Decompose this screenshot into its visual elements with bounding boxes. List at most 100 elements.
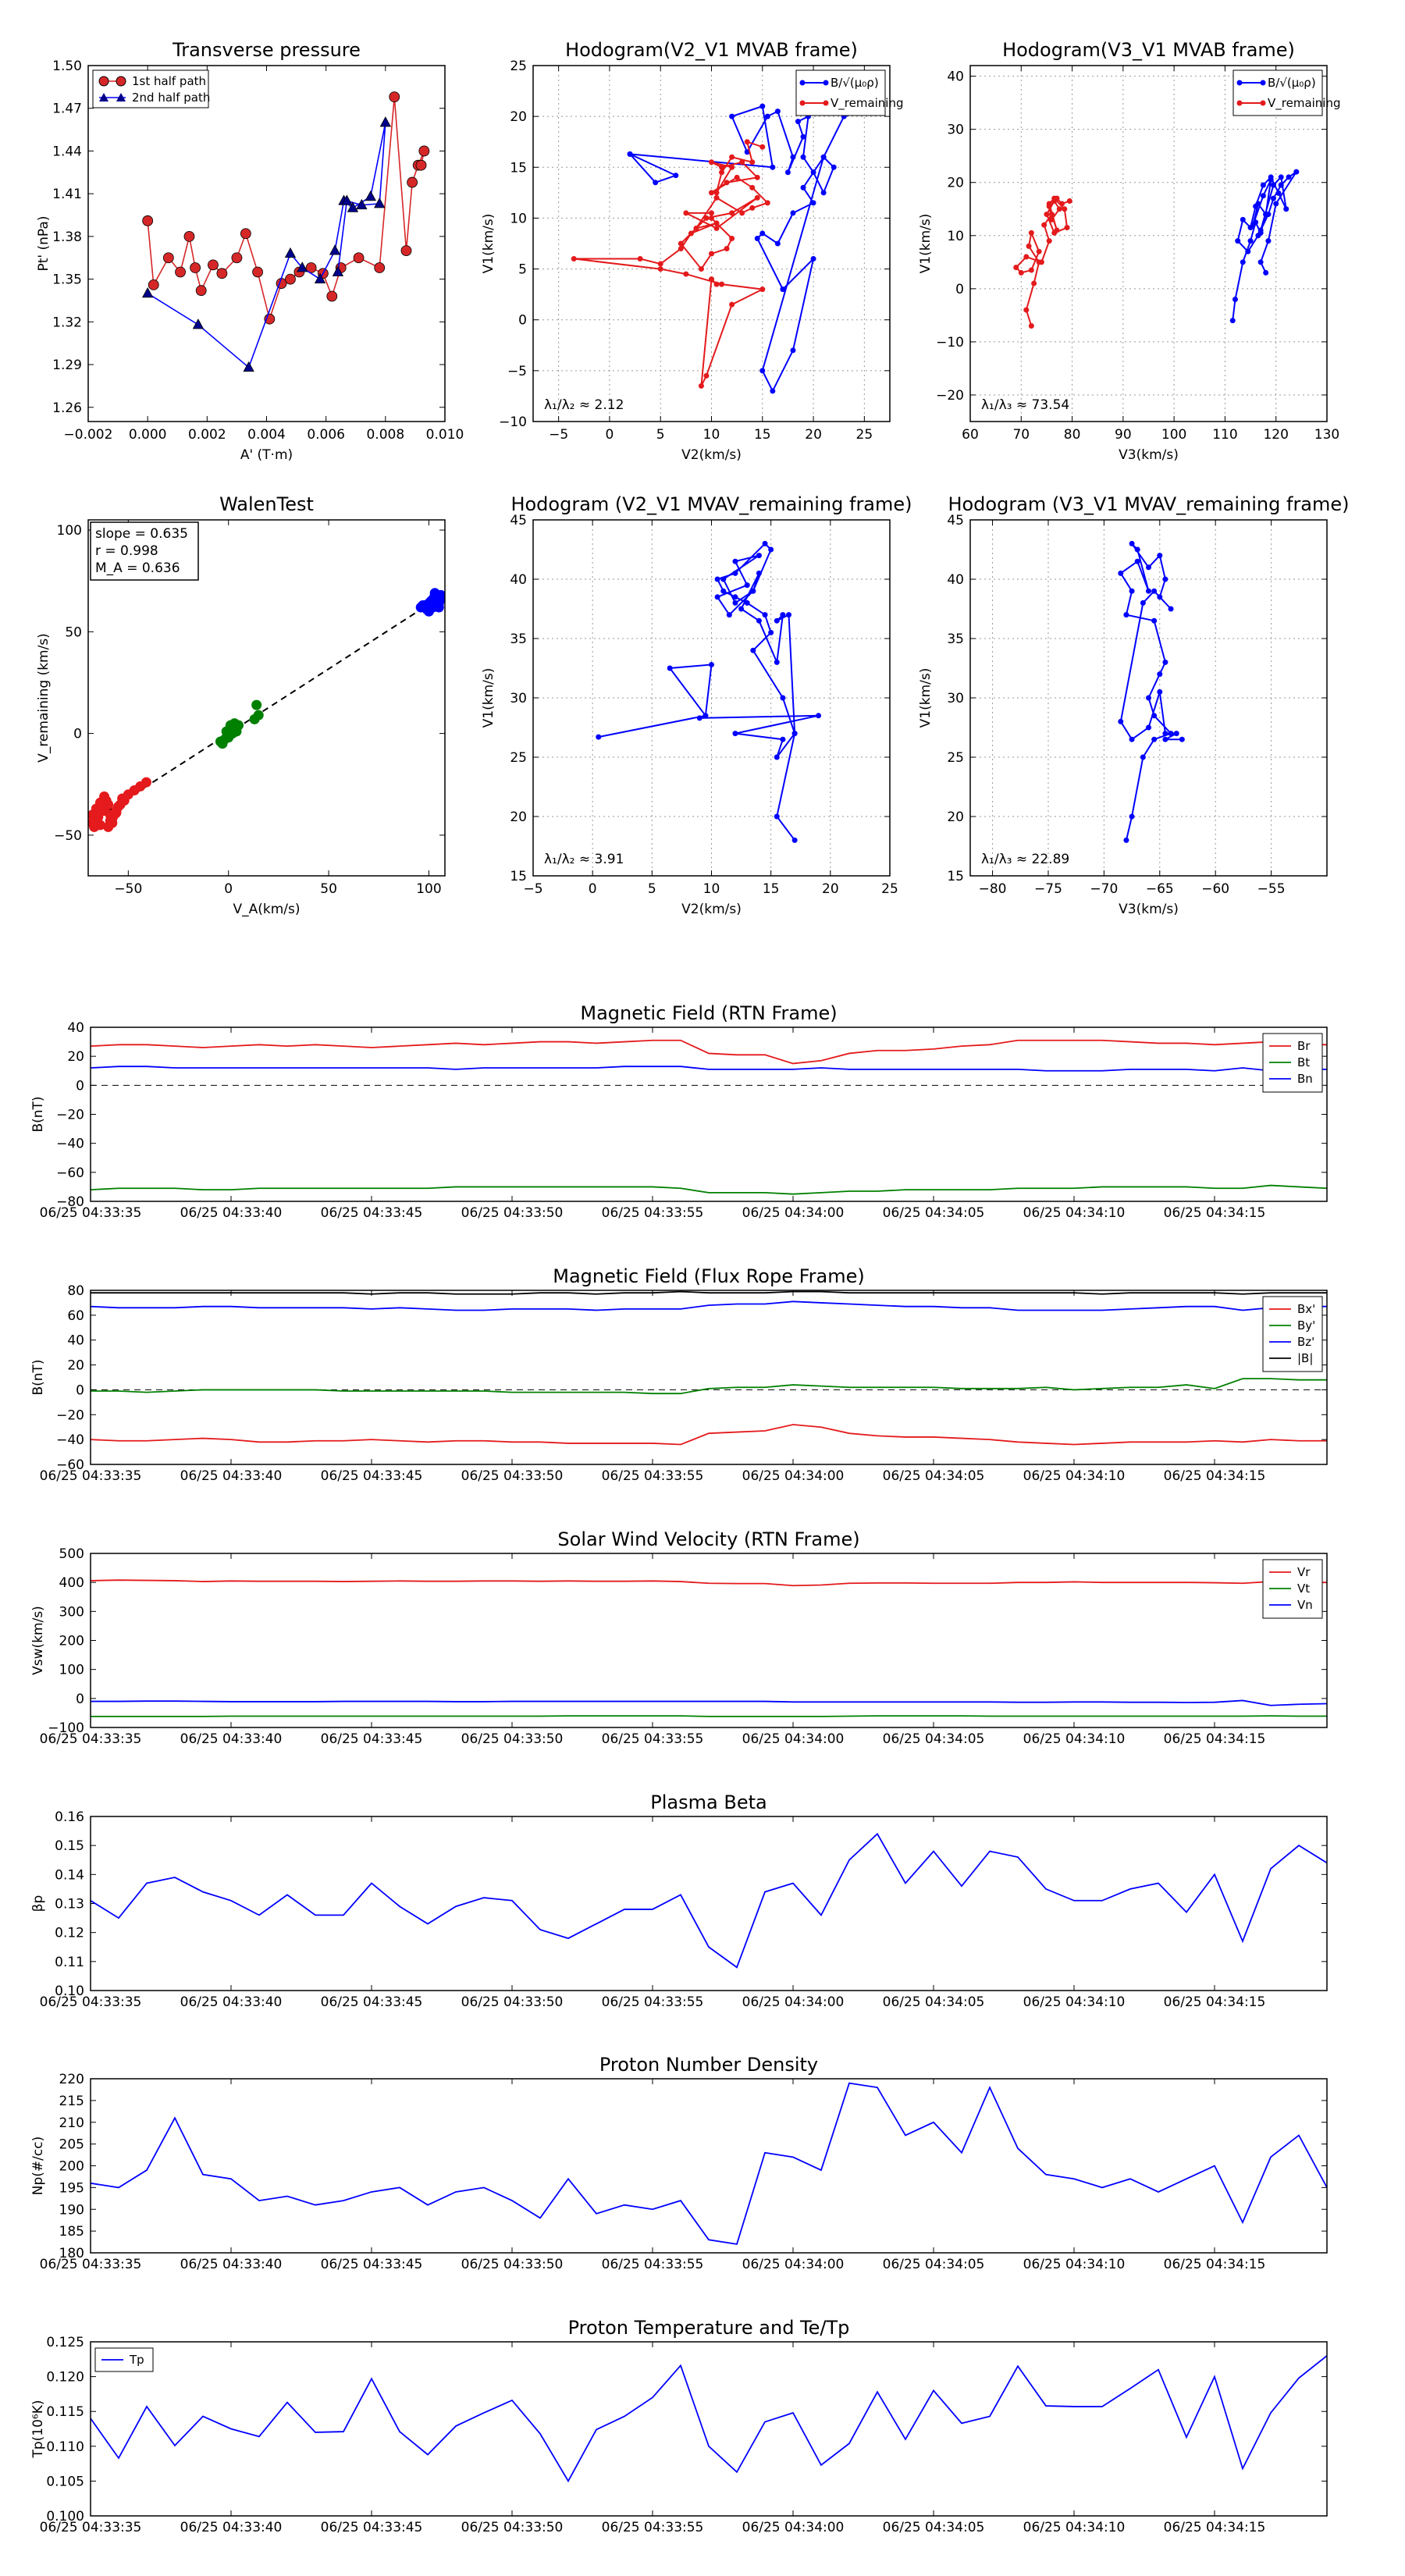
y-tick-label: 0.14 [55, 1867, 84, 1883]
data-point [208, 259, 219, 271]
y-tick-label: 180 [59, 2246, 84, 2261]
data-point [709, 251, 714, 257]
legend-label: Tp [129, 2353, 144, 2367]
x-axis-label: A' (T·m) [240, 447, 293, 463]
data-point [353, 252, 365, 264]
time-tick-label: 06/25 04:34:00 [742, 2257, 845, 2272]
x-tick-label: −65 [1146, 881, 1174, 897]
data-point [1268, 174, 1274, 180]
legend-box [1262, 1296, 1323, 1372]
legend-label: V_remaining [831, 96, 904, 111]
data-point [1245, 248, 1251, 254]
data-point [750, 647, 756, 653]
time-tick-label: 06/25 04:34:00 [742, 1731, 845, 1747]
data-point [714, 594, 720, 600]
data-point [729, 235, 735, 241]
data-point [774, 659, 780, 665]
x-tick-label: 60 [962, 427, 979, 443]
y-tick-label: −60 [56, 1165, 84, 1181]
data-point [1041, 222, 1048, 228]
data-point [749, 205, 756, 211]
data-point [1059, 201, 1065, 207]
time-tick-label: 06/25 04:34:15 [1164, 1468, 1266, 1484]
data-point [1157, 553, 1163, 559]
data-point [1031, 280, 1037, 286]
data-point [754, 194, 760, 201]
time-tick-label: 06/25 04:33:40 [180, 2257, 283, 2272]
legend-label: Vt [1297, 1582, 1310, 1596]
data-point [1056, 206, 1062, 212]
data-point [709, 159, 714, 165]
legend-label: B/√(μ₀ρ) [1268, 76, 1316, 90]
series-line-Bx' [91, 1424, 1327, 1446]
x-tick-label: 0.000 [129, 427, 167, 443]
data-point [103, 821, 114, 832]
time-tick-label: 06/25 04:33:45 [321, 2520, 423, 2535]
legend-label: Vr [1297, 1565, 1311, 1579]
data-point [216, 268, 228, 279]
y-axis-label: Vsw(km/s) [30, 1606, 46, 1675]
data-point [774, 813, 780, 820]
series-line [147, 122, 386, 369]
legend-marker [99, 93, 108, 101]
data-point [702, 713, 709, 719]
x-tick-label: 90 [1115, 427, 1132, 443]
data-point [1162, 731, 1168, 737]
data-point [374, 262, 386, 273]
data-point [786, 612, 792, 618]
data-point [297, 262, 308, 272]
plot-area [91, 1579, 1327, 1717]
stats-line: slope = 0.635 [95, 526, 188, 542]
data-point [1023, 307, 1030, 313]
x-tick-label: 5 [648, 881, 656, 897]
y-tick-label: 30 [947, 123, 964, 138]
legend-marker [799, 100, 806, 106]
data-point [637, 256, 643, 262]
time-tick-label: 06/25 04:34:15 [1164, 1994, 1266, 2010]
data-point [231, 252, 243, 264]
y-tick-label: 195 [59, 2180, 84, 2196]
y-axis-label: B(nT) [30, 1096, 46, 1132]
x-tick-label: 0.010 [426, 427, 464, 443]
annotation: λ₁/λ₂ ≈ 3.91 [544, 852, 624, 867]
data-point [1028, 229, 1034, 236]
data-point [749, 184, 756, 190]
data-point [341, 194, 353, 205]
y-tick-label: −5 [507, 364, 527, 379]
data-point [764, 113, 770, 119]
data-point [314, 272, 326, 284]
time-tick-label: 06/25 04:34:15 [1164, 1731, 1266, 1747]
data-point [1229, 318, 1236, 324]
data-point [190, 262, 201, 273]
data-point [1140, 754, 1146, 760]
data-point [744, 139, 750, 145]
y-tick-label: −40 [56, 1137, 84, 1152]
data-point [433, 602, 444, 613]
legend-label: By' [1297, 1318, 1315, 1332]
data-point [1046, 238, 1052, 244]
time-tick-label: 06/25 04:33:40 [180, 2520, 283, 2535]
data-point [332, 265, 344, 276]
data-point [688, 230, 694, 237]
panel-title: Hodogram(V2_V1 MVAB frame) [565, 39, 858, 61]
time-tick-label: 06/25 04:33:35 [40, 1468, 142, 1484]
data-point [1293, 169, 1300, 175]
data-point [1054, 195, 1060, 201]
data-point [724, 180, 730, 186]
x-tick-label: 5 [656, 427, 665, 443]
plot-frame [90, 1026, 1328, 1202]
data-point [195, 285, 207, 297]
y-tick-label: 0.13 [55, 1897, 84, 1912]
y-axis-label: V1(km/s) [481, 668, 496, 728]
y-tick-label: 35 [947, 632, 964, 647]
x-tick-label: 110 [1212, 427, 1237, 443]
legend-label: 1st half path [132, 74, 206, 88]
y-tick-label: 0.12 [55, 1926, 84, 1941]
data-point [1179, 736, 1185, 742]
data-point [750, 588, 756, 594]
series-line-Vt [91, 1715, 1327, 1717]
data-point [780, 736, 786, 742]
y-tick-label: 0 [73, 727, 82, 742]
y-tick-label: 190 [59, 2202, 84, 2218]
data-point [720, 576, 727, 582]
